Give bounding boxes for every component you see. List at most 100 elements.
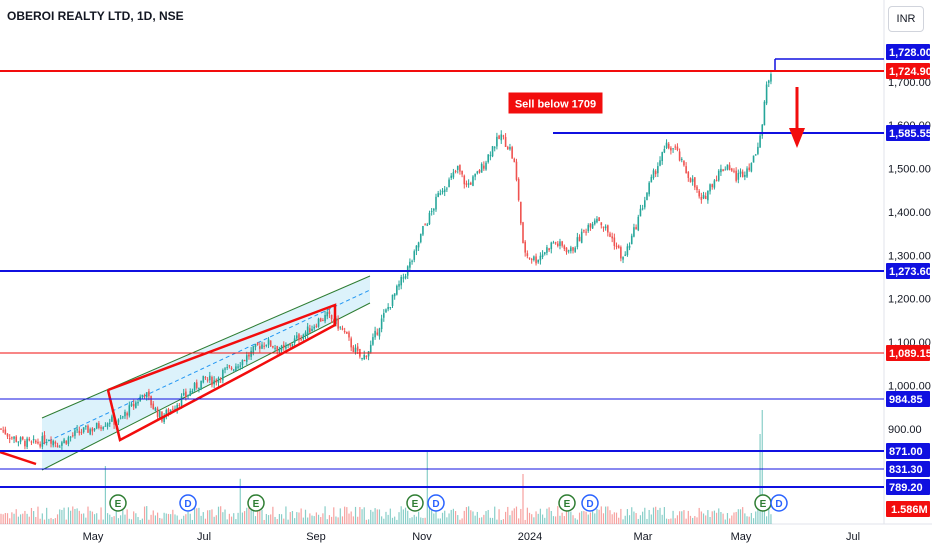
channel-upper-line[interactable] (41, 275, 371, 419)
price-scale[interactable]: 1,700.001,600.001,500.001,400.001,300.00… (888, 77, 931, 436)
price-tag-text: 871.00 (889, 446, 923, 458)
candle-body (589, 223, 592, 228)
volume-bar (692, 517, 694, 524)
volume-bar (280, 514, 283, 524)
sell-annotation[interactable]: Sell below 1709 (507, 91, 604, 115)
candle-body (69, 436, 72, 438)
volume-bar (70, 510, 72, 524)
volume-bar (83, 513, 85, 524)
dividend-marker-icon[interactable]: D (770, 494, 788, 512)
volume-bar (511, 510, 513, 524)
volume-bar (135, 513, 137, 524)
candle-body (765, 84, 768, 104)
candle-body (450, 175, 453, 178)
volume-bar (361, 509, 363, 524)
candle-body (89, 429, 91, 435)
volume-bar (424, 517, 426, 524)
candle-body (600, 222, 603, 226)
volume-bar (76, 508, 78, 524)
downtrend-line[interactable] (0, 450, 37, 466)
volume-bar (759, 434, 761, 524)
candle-body (739, 171, 742, 174)
volume-bar (581, 511, 583, 524)
candle-body (293, 338, 296, 344)
volume-bar (454, 511, 457, 524)
earnings-marker-icon[interactable]: E (558, 494, 576, 512)
dividend-marker-icon[interactable]: D (179, 494, 197, 512)
marker-label: D (432, 499, 439, 510)
volume-bar (463, 510, 465, 524)
volume-bar (561, 512, 563, 524)
earnings-marker-icon[interactable]: E (754, 494, 772, 512)
candle-body (326, 312, 329, 317)
volume-bar (202, 512, 204, 524)
volume-bar (761, 410, 763, 524)
volume-bar (370, 509, 372, 524)
candle-body (150, 395, 152, 406)
volume-bar (718, 508, 720, 524)
volume-bar (546, 508, 548, 524)
currency-button[interactable]: INR (888, 6, 924, 32)
volume-bar (326, 519, 328, 524)
channel-lower-line[interactable] (41, 302, 371, 471)
price-tag-text: 789.20 (889, 482, 923, 494)
candle-body (385, 309, 387, 313)
candle-body (185, 391, 187, 397)
candle-body (576, 237, 579, 247)
candle-body (172, 408, 174, 410)
volume-bar (65, 519, 67, 524)
candle-body (587, 225, 590, 231)
volume-bar (402, 509, 404, 524)
volume-bar (335, 516, 337, 524)
dividend-marker-icon[interactable]: D (581, 494, 599, 512)
volume-bar (185, 514, 187, 524)
volume-bar (183, 515, 185, 524)
candle-body (302, 334, 305, 339)
candle-body (106, 423, 109, 427)
candle-body (728, 165, 731, 171)
volume-bar (187, 511, 189, 524)
candle-body (145, 392, 148, 398)
volume-bar (702, 513, 705, 524)
earnings-marker-icon[interactable]: E (247, 494, 265, 512)
candle-body (570, 247, 572, 252)
volume-bar (737, 509, 739, 524)
volume-bar (465, 507, 468, 524)
candle-body (48, 440, 50, 442)
earnings-marker-icon[interactable]: E (406, 494, 424, 512)
candle-body (704, 195, 707, 199)
volume-bar (672, 510, 674, 524)
volume-bar (287, 519, 289, 524)
candle-body (659, 160, 661, 166)
candle-body (657, 166, 659, 174)
candle-body (446, 188, 448, 190)
candle-body (543, 252, 546, 255)
volume-bar (48, 518, 50, 524)
volume-bar (309, 513, 311, 524)
volume-bar (715, 512, 718, 524)
volume-bar (6, 513, 9, 524)
volume-bar (339, 508, 341, 524)
earnings-marker-icon[interactable]: E (109, 494, 127, 512)
rising-wedge-pattern[interactable] (106, 303, 337, 442)
candle-body (313, 326, 315, 329)
marker-label: E (115, 499, 122, 510)
volume-bar (378, 509, 381, 524)
volume-bar (596, 508, 598, 524)
candle-body (767, 80, 770, 83)
volume-bar (324, 506, 326, 524)
volume-bar (483, 514, 485, 524)
volume-bar (755, 511, 757, 524)
candle-body (26, 438, 28, 447)
dividend-marker-icon[interactable]: D (427, 494, 445, 512)
price-tag-text: 1,273.60 (889, 266, 932, 278)
candle-body (226, 367, 228, 369)
volume-bar (533, 517, 535, 524)
volume-bar (550, 510, 552, 524)
time-scale[interactable]: May Jul Sep Nov 2024 Mar May Jul (83, 531, 860, 543)
candle-body (130, 403, 133, 406)
candle-body (8, 438, 11, 440)
marker-circle (247, 494, 265, 512)
